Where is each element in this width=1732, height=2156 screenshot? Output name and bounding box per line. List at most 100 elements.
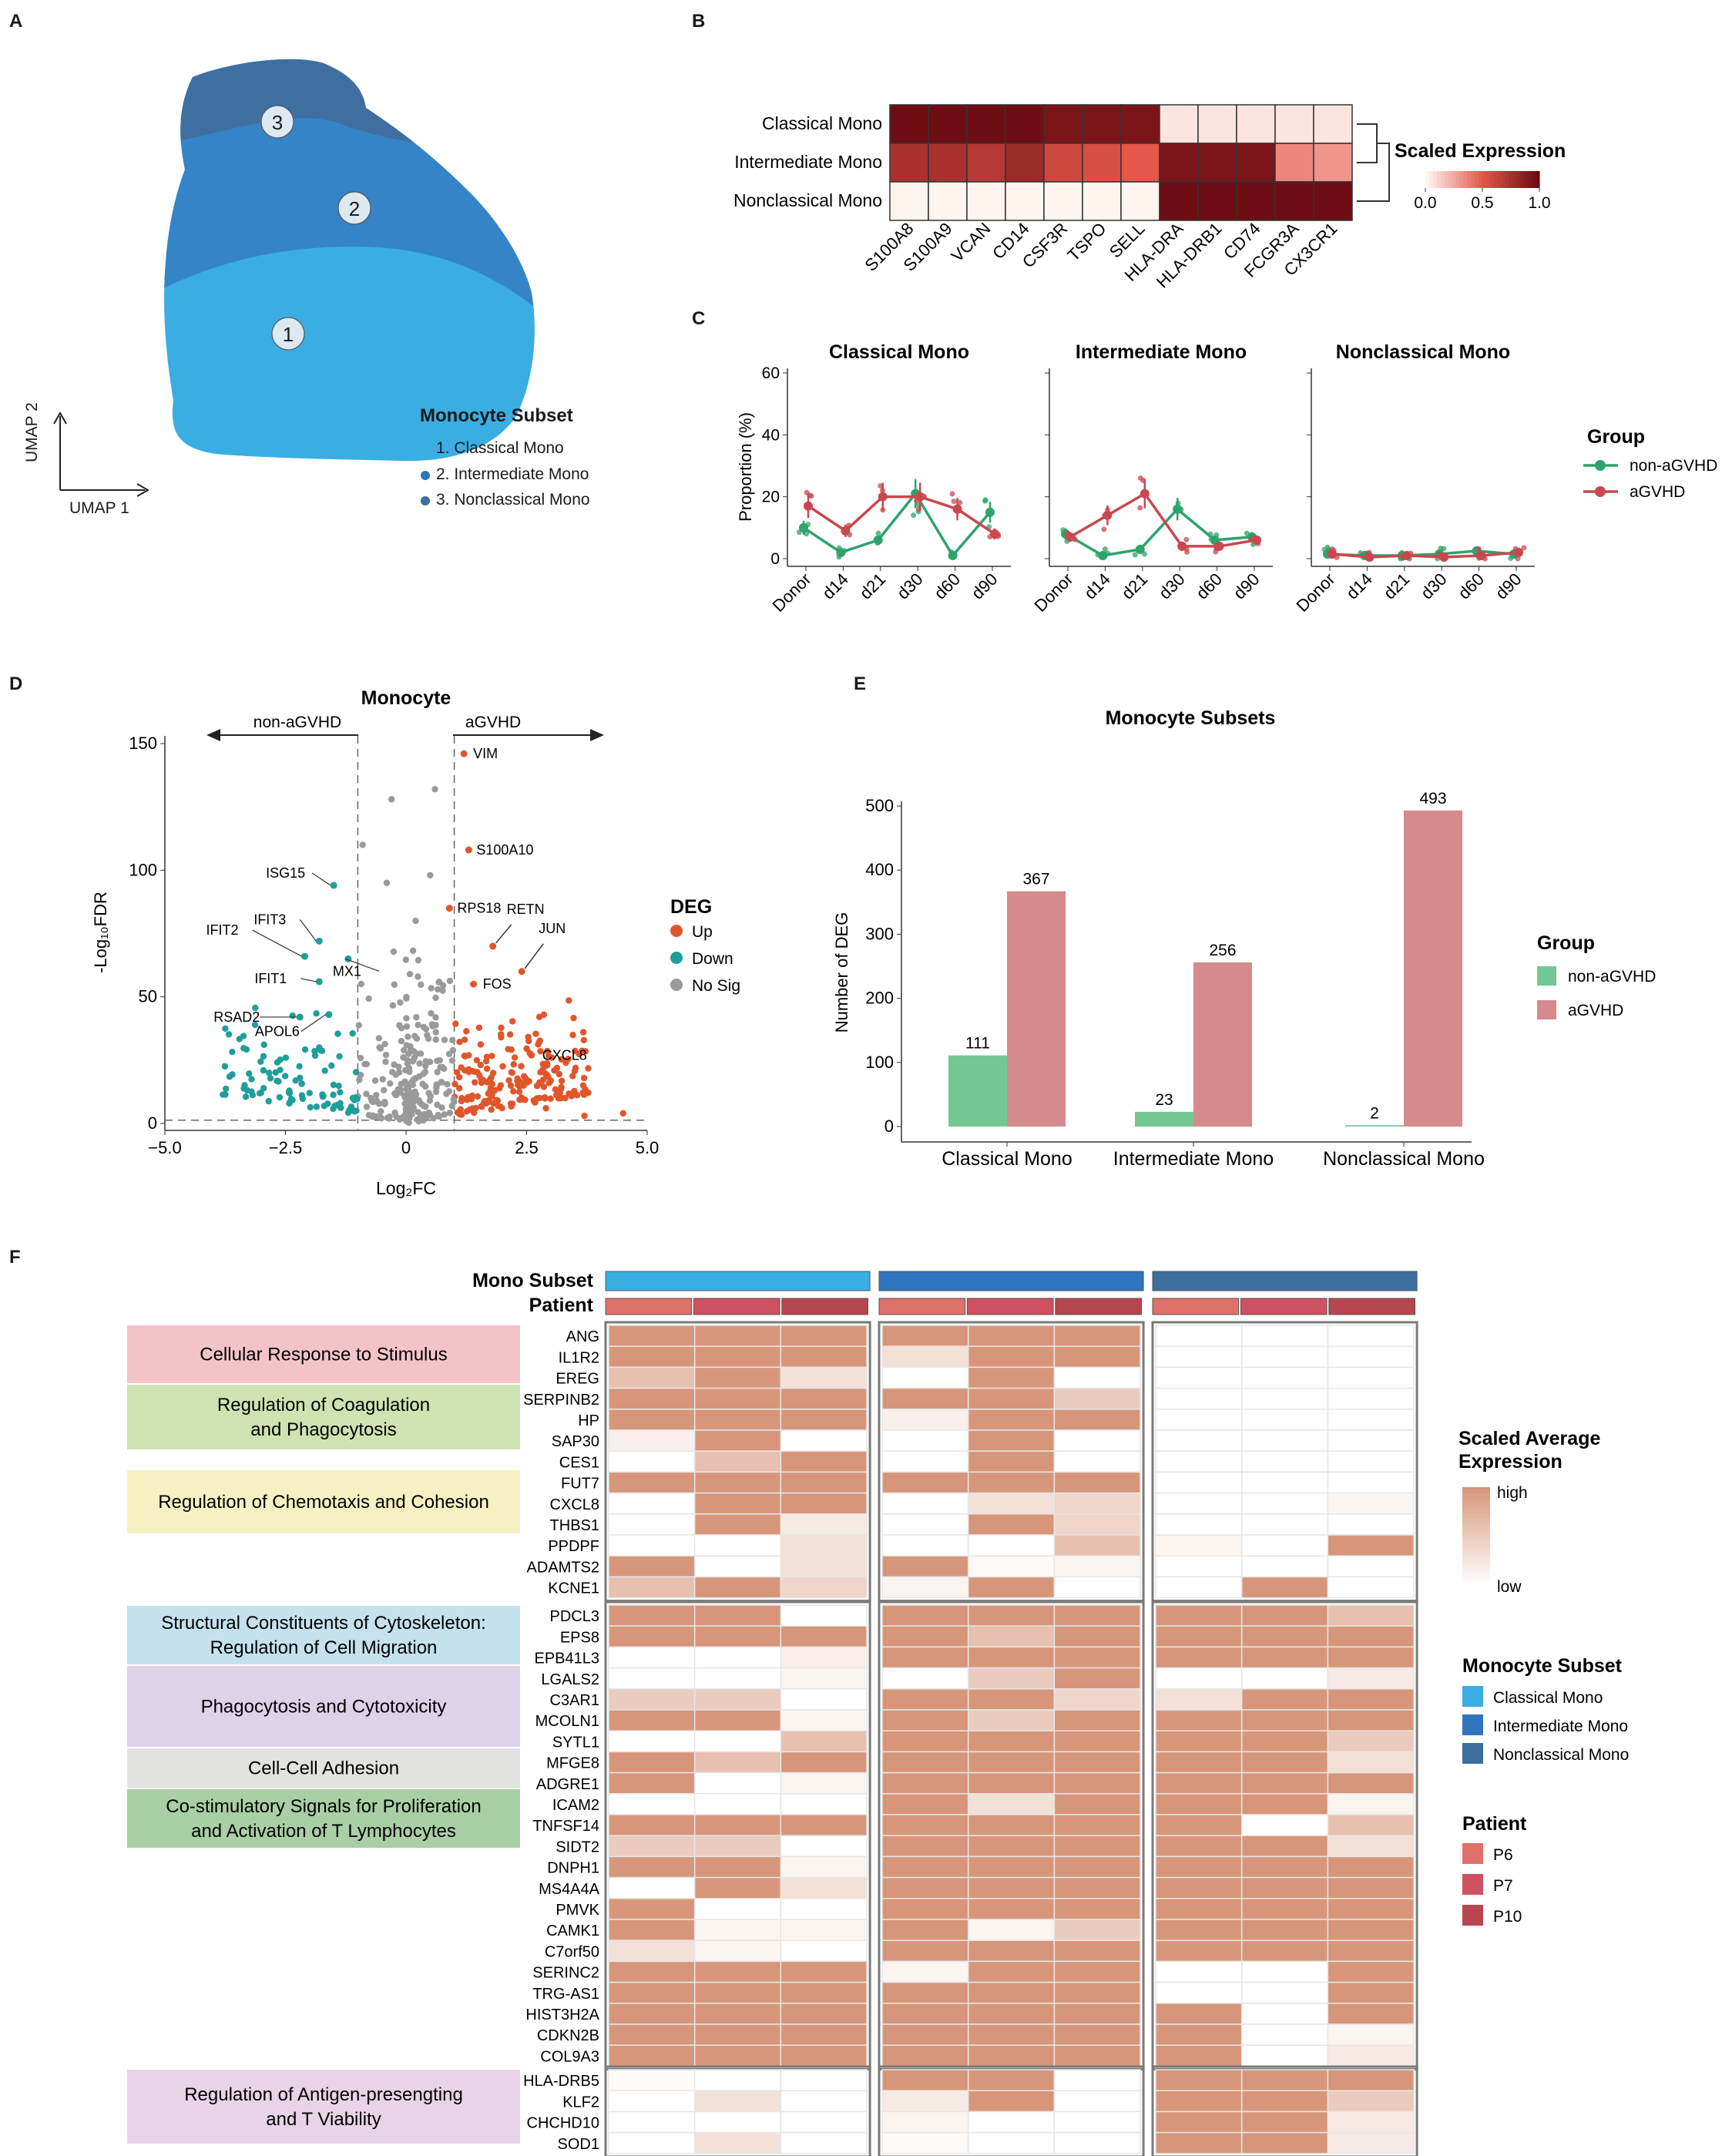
heatmap-cell xyxy=(1053,1960,1141,1983)
heatmap-cell xyxy=(1155,1604,1243,1627)
gene-label: ISG15 xyxy=(266,865,305,881)
mean-point xyxy=(952,504,962,514)
mean-point xyxy=(1364,552,1375,562)
expression-gradient-step xyxy=(1462,1568,1490,1571)
gene-label: CXCL8 xyxy=(542,1047,587,1063)
heatmap-cell xyxy=(1155,1625,1243,1648)
gene-point xyxy=(432,1014,439,1021)
bar-non-aGVHD xyxy=(1345,1125,1404,1127)
heatmap-cell xyxy=(1053,1492,1141,1515)
heatmap-cell xyxy=(693,1835,782,1858)
gene-point xyxy=(336,1053,343,1060)
gene-point xyxy=(412,917,419,925)
heatmap-cell xyxy=(1240,1898,1329,1920)
gene-point xyxy=(404,1033,411,1040)
heatmap-cell xyxy=(693,2003,782,2025)
gene-point xyxy=(226,1073,233,1080)
gene-point xyxy=(488,1080,496,1087)
gene-point xyxy=(542,1070,549,1077)
dendrogram-outer xyxy=(1357,143,1390,202)
gene-point xyxy=(389,1002,397,1009)
heatmap-cell xyxy=(780,1876,868,1899)
gene-point xyxy=(381,1040,388,1048)
heatmap-cell xyxy=(967,1667,1056,1690)
heatmap-cell xyxy=(967,1325,1056,1347)
umap-legend-item-3: 3. Nonclassical Mono xyxy=(436,491,590,509)
heatmap-cell xyxy=(608,1751,696,1774)
legend-gradient-step xyxy=(1475,171,1479,188)
gene-point xyxy=(257,1090,264,1096)
patient-annotation-cell xyxy=(966,1298,1054,1315)
heatmap-cell xyxy=(1053,1667,1141,1690)
x-axis-label: Log₂FC xyxy=(376,1178,436,1198)
heatmap-cell xyxy=(1053,1751,1141,1774)
gene-point xyxy=(378,1115,385,1122)
heatmap-cell xyxy=(1155,2111,1243,2134)
label-leader xyxy=(300,978,317,982)
heatmap-cell xyxy=(1240,2090,1329,2113)
gene-point xyxy=(391,1109,398,1117)
heatmap-cell xyxy=(1155,1709,1243,1731)
mean-point xyxy=(1514,547,1523,557)
series-line-aGVHD xyxy=(807,495,995,536)
heatmap-cell xyxy=(1053,2044,1141,2067)
legend-gradient-step xyxy=(1425,171,1430,188)
heatmap-cell xyxy=(1155,1325,1243,1347)
heatmap-cell xyxy=(967,1576,1056,1599)
heatmap-cell xyxy=(881,1855,969,1879)
gene-point xyxy=(510,1088,517,1095)
replicate-point xyxy=(880,507,886,513)
heatmap-cell-2-11 xyxy=(1313,181,1353,221)
mean-point xyxy=(1177,541,1187,551)
heatmap-cell xyxy=(1327,1625,1415,1648)
heatmap-cell xyxy=(1053,1919,1141,1941)
legend-entry: non-aGVHD xyxy=(1568,968,1656,986)
gene-point xyxy=(574,1092,581,1099)
gene-point xyxy=(496,1085,503,1092)
heatmap-cell xyxy=(881,1646,969,1669)
gene-point xyxy=(572,1047,579,1055)
expression-gradient-step xyxy=(1462,1536,1490,1540)
gene-point xyxy=(413,1014,420,1021)
heatmap-cell xyxy=(693,1898,782,1920)
labeled-gene-point xyxy=(460,750,468,757)
gene-point xyxy=(566,997,572,1004)
heatmap-cell xyxy=(693,1688,782,1711)
gene-point xyxy=(450,1096,457,1103)
gene-point xyxy=(472,1079,478,1086)
heatmap-cell xyxy=(693,1667,782,1690)
heatmap-cell xyxy=(608,1625,696,1648)
gene-label: MCOLN1 xyxy=(535,1713,599,1730)
series-line-non-aGVHD xyxy=(1065,507,1253,557)
heatmap-cell xyxy=(1240,1625,1329,1648)
gene-point xyxy=(395,1069,403,1076)
heatmap-cell xyxy=(1053,1325,1141,1347)
gene-label: CHCHD10 xyxy=(527,2115,599,2132)
pathway-band xyxy=(127,1470,520,1533)
heatmap-cell xyxy=(1327,1814,1415,1836)
heatmap-cell xyxy=(608,2090,696,2113)
heatmap-cell xyxy=(881,1709,969,1731)
gene-label: FUT7 xyxy=(561,1476,599,1493)
heatmap-cell xyxy=(967,2111,1056,2134)
gene-point xyxy=(417,1112,425,1119)
heatmap-cell xyxy=(780,1919,868,1941)
expression-gradient-step xyxy=(1462,1549,1490,1552)
gene-point xyxy=(465,1068,472,1076)
heatmap-cell xyxy=(967,1730,1056,1753)
heatmap-cell xyxy=(881,1814,969,1836)
gene-point xyxy=(420,1070,427,1077)
heatmap-cell xyxy=(1053,1981,1141,2004)
patient-annotation-cell xyxy=(605,1298,693,1315)
heatmap-cell xyxy=(881,1876,969,1899)
heatmap-cell xyxy=(1155,1555,1243,1578)
heatmap-cell xyxy=(780,1667,868,1690)
legend-gradient-step xyxy=(1463,171,1468,188)
gene-point xyxy=(446,1110,454,1117)
heatmap-cell xyxy=(608,1981,696,2004)
replicate-point xyxy=(808,493,814,499)
panel-letter-b: B xyxy=(692,11,706,32)
heatmap-cell xyxy=(1240,1771,1329,1795)
series-line-aGVHD xyxy=(1331,551,1519,559)
